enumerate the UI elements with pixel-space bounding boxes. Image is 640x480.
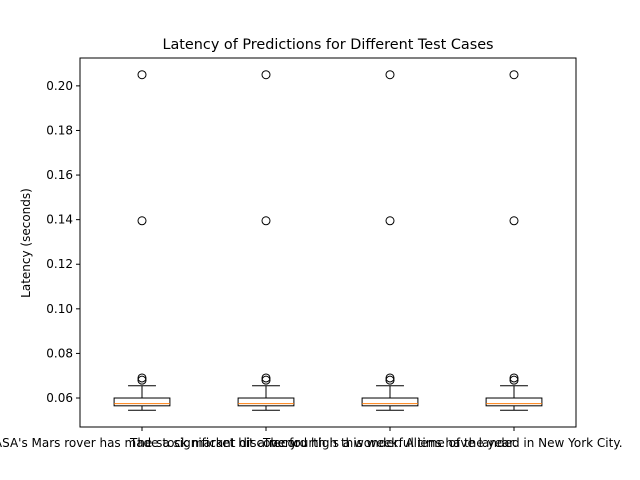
- outlier-point: [385, 373, 395, 383]
- y-tick-label: 0.10: [46, 302, 73, 316]
- y-tick-label: 0.08: [46, 346, 73, 360]
- outlier-point: [385, 216, 395, 226]
- outlier-point: [385, 375, 395, 385]
- box: [237, 397, 295, 407]
- x-tick-label: The fourth is a wonderful time of the ye…: [262, 436, 517, 450]
- outlier-point: [509, 375, 519, 385]
- y-axis-label: Latency (seconds): [19, 188, 33, 298]
- outlier-point: [509, 216, 519, 226]
- outlier-point: [137, 70, 147, 80]
- outlier-point: [137, 216, 147, 226]
- outlier-point: [137, 373, 147, 383]
- outlier-point: [509, 373, 519, 383]
- box: [361, 397, 419, 407]
- outlier-point: [261, 375, 271, 385]
- y-tick-label: 0.20: [46, 79, 73, 93]
- outlier-point: [261, 216, 271, 226]
- y-tick-label: 0.18: [46, 123, 73, 137]
- x-tick-label: NASA's Mars rover has made a significant…: [0, 436, 299, 450]
- x-tick-label: Aliens have landed in New York City.: [405, 436, 622, 450]
- y-tick-label: 0.06: [46, 391, 73, 405]
- x-tick-label: The stock market hit a record high this …: [129, 436, 402, 450]
- outlier-point: [137, 375, 147, 385]
- plot-frame: [79, 57, 577, 428]
- outlier-point: [261, 373, 271, 383]
- box: [485, 397, 543, 407]
- outlier-point: [261, 70, 271, 80]
- y-tick-label: 0.14: [46, 213, 73, 227]
- y-tick-label: 0.16: [46, 168, 73, 182]
- outlier-point: [509, 70, 519, 80]
- chart-title: Latency of Predictions for Different Tes…: [162, 37, 493, 53]
- plot-marks: 0.06 0.08 0.10 0.12 0.14 0.16 0.18 0.20 NASA's M…: [0, 70, 623, 450]
- outlier-point: [385, 70, 395, 80]
- y-tick-label: 0.12: [46, 257, 73, 271]
- box: [113, 397, 171, 407]
